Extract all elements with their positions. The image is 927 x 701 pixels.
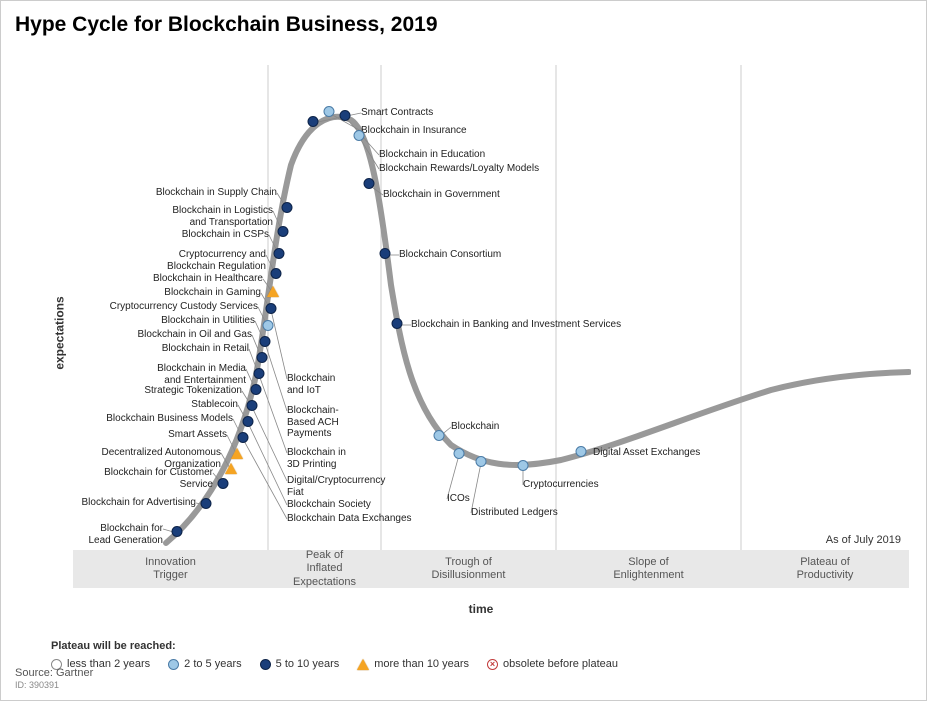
as-of-date: As of July 2019 [826,534,901,546]
chart-title: Hype Cycle for Blockchain Business, 2019 [1,1,926,37]
data-point-label: Blockchain in Education [379,149,485,161]
data-point-label: Blockchainand IoT [287,373,335,396]
data-point-label: Blockchain forLead Generation [88,523,163,546]
data-point-marker [271,266,282,284]
x-axis-label: time [469,602,494,616]
phase-band: Trough ofDisillusionment [381,550,556,588]
data-point-marker [238,430,249,448]
data-point-label: Blockchain Business Models [106,413,233,425]
data-point-label: Distributed Ledgers [471,507,558,519]
data-point-marker [364,176,375,194]
data-point-marker [434,428,445,446]
data-point-marker [282,200,293,218]
legend-item: ×obsolete before plateau [487,658,618,670]
data-point-label: Digital/CryptocurrencyFiat [287,475,385,498]
data-point-label: Blockchain Data Exchanges [287,513,412,525]
data-point-marker [518,458,529,476]
data-point-label: Blockchain in Government [383,189,500,201]
data-point-label: Decentralized AutonomousOrganization [101,447,221,470]
data-point-marker [340,108,351,126]
data-point-label: Blockchain in Banking and Investment Ser… [411,319,621,331]
data-point-label: Blockchain Consortium [399,249,501,261]
data-point-marker [476,454,487,472]
data-point-marker [201,496,212,514]
data-point-label: Blockchain in Logisticsand Transportatio… [172,205,273,228]
phase-band: Slope ofEnlightenment [556,550,741,588]
data-point-label: Blockchain in Mediaand Entertainment [157,363,246,386]
data-point-label: Cryptocurrency Custody Services [110,301,258,313]
data-point-label: Blockchain in Utilities [161,315,255,327]
data-point-marker [260,334,271,352]
data-point-marker [243,414,254,432]
data-point-marker [308,114,319,132]
data-point-marker [172,524,183,542]
legend-item: 5 to 10 years [260,658,340,670]
data-point-label: Blockchain for CustomerService [104,467,213,490]
data-point-marker [257,350,268,368]
phase-band: Peak ofInflatedExpectations [268,550,381,588]
phase-band: Plateau ofProductivity [741,550,909,588]
data-point-label: Blockchain in CSPs [182,229,269,241]
data-point-marker [454,446,465,464]
phase-band: InnovationTrigger [73,550,268,588]
data-point-marker [324,104,335,122]
data-point-label: Blockchain in Retail [162,343,249,355]
source-org: Source: Gartner [15,666,93,680]
data-point-marker [251,382,262,400]
data-point-label: Smart Assets [168,429,227,441]
data-point-marker [247,398,258,416]
data-point-marker [354,128,365,146]
legend: Plateau will be reached: less than 2 yea… [51,640,618,670]
legend-title: Plateau will be reached: [51,640,618,652]
data-point-label: Cryptocurrency andBlockchain Regulation [167,249,266,272]
data-point-label: Blockchain for Advertising [81,497,196,509]
data-point-label: Blockchain Rewards/Loyalty Models [379,163,539,175]
data-point-label: Smart Contracts [361,107,433,119]
data-point-marker [380,246,391,264]
data-point-label: Strategic Tokenization [144,385,242,397]
data-point-marker [278,224,289,242]
data-point-label: Blockchain in Supply Chain [156,187,277,199]
data-point-label: Blockchain-Based ACHPayments [287,405,339,440]
data-point-marker [392,316,403,334]
data-point-label: Stablecoin [191,399,238,411]
data-point-label: Blockchain Society [287,499,371,511]
source-attribution: Source: Gartner ID: 390391 [15,666,93,692]
data-point-marker [267,284,279,302]
data-point-marker [576,444,587,462]
data-point-label: Blockchain in Insurance [361,125,467,137]
data-point-marker [266,301,277,319]
data-point-marker [263,318,274,336]
data-point-label: Blockchain [451,421,499,433]
data-point-marker [274,246,285,264]
data-point-marker [254,366,265,384]
data-point-label: Digital Asset Exchanges [593,447,700,459]
data-point-label: Blockchain in Healthcare [153,273,263,285]
data-point-label: ICOs [447,493,470,505]
chart-area: expectations InnovationTriggerPeak ofInf… [51,55,911,610]
data-point-label: Cryptocurrencies [523,479,599,491]
legend-item: more than 10 years [357,658,469,670]
data-point-label: Blockchain in3D Printing [287,447,346,470]
data-point-label: Blockchain in Oil and Gas [137,329,252,341]
data-point-label: Blockchain in Gaming [164,287,261,299]
legend-items: less than 2 years2 to 5 years5 to 10 yea… [51,658,618,670]
data-point-marker [231,446,243,464]
legend-item: 2 to 5 years [168,658,241,670]
source-id: ID: 390391 [15,680,93,692]
